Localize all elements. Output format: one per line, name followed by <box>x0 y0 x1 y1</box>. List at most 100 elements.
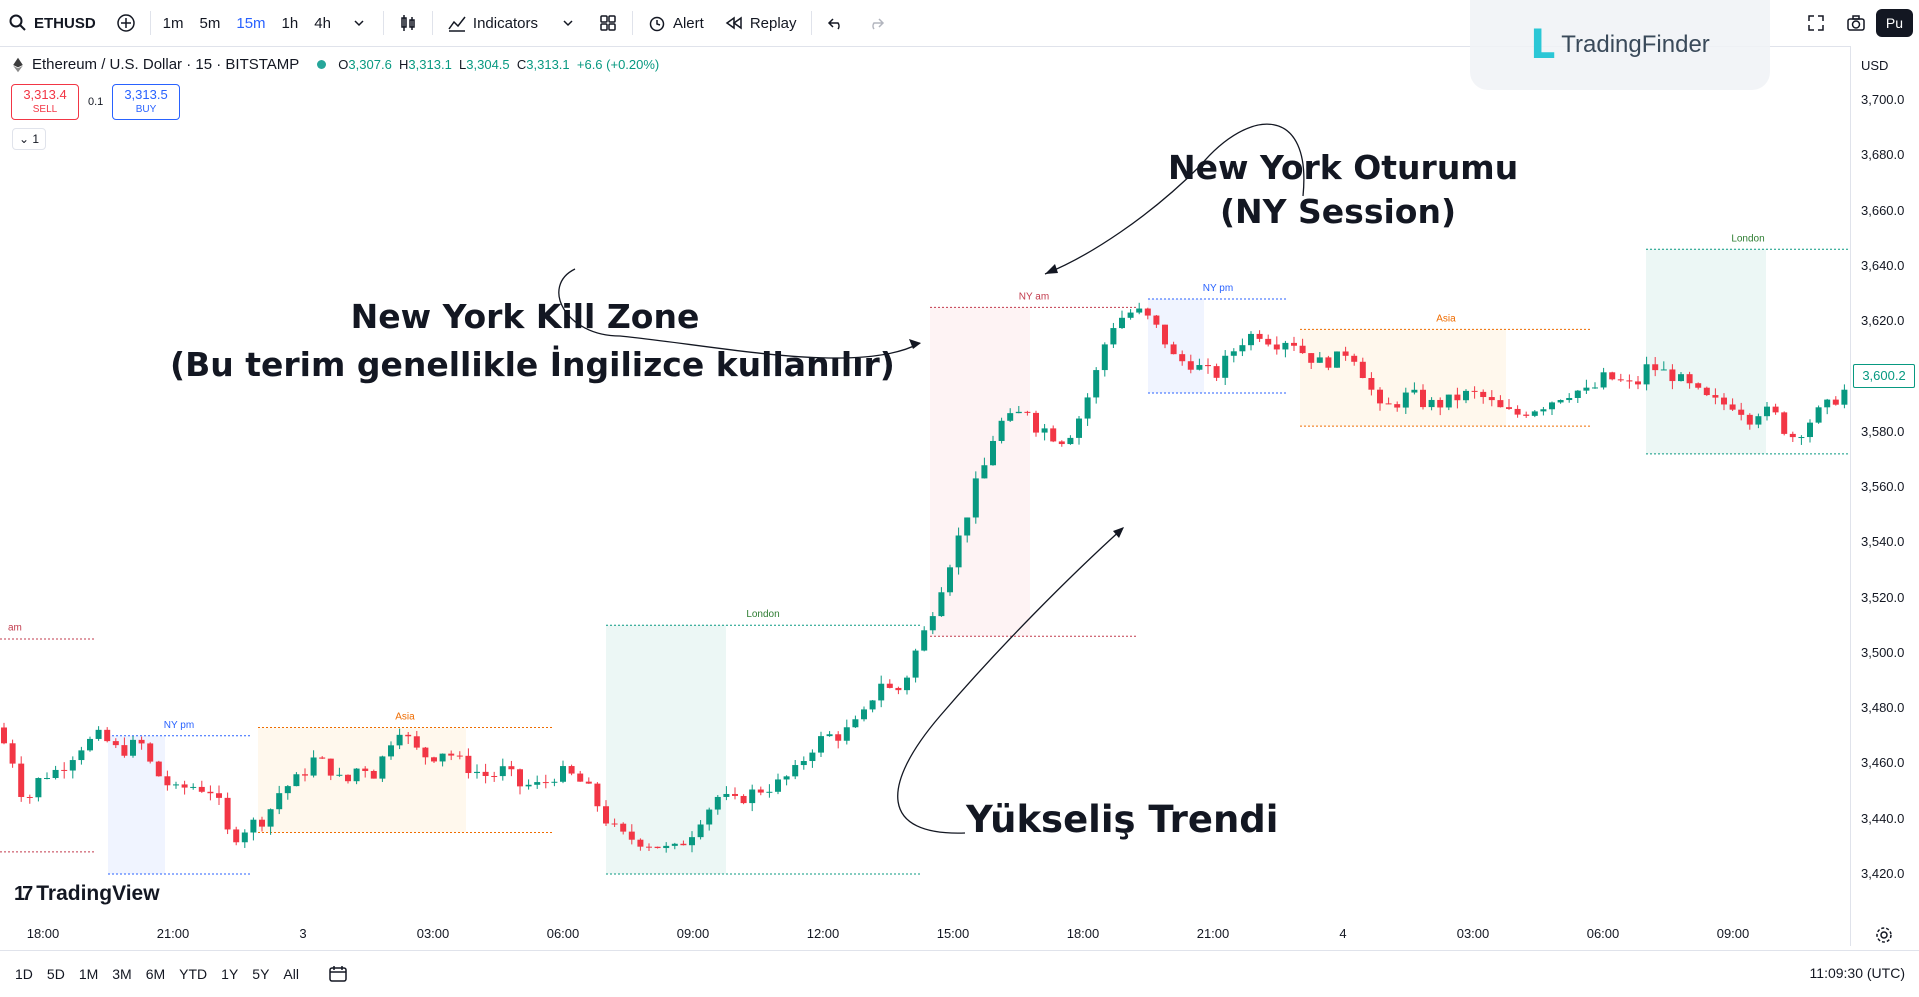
price-tick-label: 3,560.0 <box>1861 479 1905 494</box>
time-tick-label: 03:00 <box>416 926 450 941</box>
chart-legend: Ethereum / U.S. Dollar · 15 · BITSTAMP O… <box>10 56 659 73</box>
candle-body <box>155 761 162 777</box>
ohlc-values: O3,307.6 H3,313.1 L3,304.5 C3,313.1 +6.6… <box>338 57 660 72</box>
candle-body <box>1592 387 1598 389</box>
candle-body <box>456 755 463 757</box>
candle-body <box>1841 389 1848 405</box>
price-axis[interactable]: USD 3,700.0 3,680.0 3,660.0 3,640.0 3,620.0 3… <box>1850 46 1919 946</box>
range-all[interactable]: All <box>283 966 299 982</box>
buy-price: 3,313.5 <box>124 87 168 102</box>
session-label: am <box>8 623 22 634</box>
candle-body <box>835 734 842 741</box>
settings-gear-icon[interactable] <box>1874 925 1894 945</box>
range-5y[interactable]: 5Y <box>252 966 270 982</box>
candle-body <box>706 809 713 825</box>
timeframe-15m[interactable]: 15m <box>236 14 266 32</box>
candle-body <box>1127 312 1134 318</box>
symbol-search[interactable]: ETHUSD <box>0 0 106 46</box>
time-tick-label: 3 <box>299 926 307 941</box>
utc-clock[interactable]: 11:09:30 (UTC) <box>1809 965 1905 981</box>
snapshot-button[interactable] <box>1836 0 1876 46</box>
session-box <box>606 625 726 874</box>
candle-body <box>474 771 480 774</box>
range-5d[interactable]: 5D <box>46 966 65 982</box>
candle-body <box>482 771 489 777</box>
candle-body <box>61 769 68 771</box>
fullscreen-button[interactable] <box>1796 0 1836 46</box>
candle-body <box>104 729 111 742</box>
candle-body <box>955 535 962 568</box>
templates-button[interactable] <box>588 0 628 46</box>
candle-body <box>1058 441 1065 445</box>
candle-body <box>1764 406 1770 417</box>
candle-body <box>95 729 102 739</box>
trend-annotation: Yükseliş Trendi <box>966 798 1279 841</box>
range-1m[interactable]: 1M <box>78 966 99 982</box>
session-label: London <box>746 609 779 620</box>
chart-type-button[interactable] <box>388 0 428 46</box>
compare-button[interactable] <box>106 0 146 46</box>
open-value: 3,307.6 <box>348 57 392 72</box>
range-3m[interactable]: 3M <box>112 966 132 982</box>
candle-body <box>1316 357 1323 363</box>
collapse-indicators-button[interactable]: ⌄ 1 <box>12 128 46 150</box>
timeframe-5m[interactable]: 5m <box>199 14 221 32</box>
price-tick-label: 3,420.0 <box>1861 866 1905 881</box>
candle-body <box>422 747 429 758</box>
timeframe-4h[interactable]: 4h <box>314 14 331 32</box>
candle-body <box>130 739 136 756</box>
time-tick-label: 06:00 <box>546 926 580 941</box>
sell-button[interactable]: 3,313.4 SELL <box>11 84 79 120</box>
candle-body <box>517 769 523 787</box>
candle-body <box>1815 407 1822 423</box>
candle-body <box>921 630 928 651</box>
price-tick-label: 3,500.0 <box>1861 644 1905 660</box>
range-1y[interactable]: 1Y <box>221 966 239 982</box>
session-box <box>1646 249 1766 454</box>
candle-body <box>241 832 248 843</box>
indicator-count: 1 <box>32 132 40 146</box>
redo-button[interactable] <box>856 0 896 46</box>
time-axis[interactable]: 18:00 21:00 3 03:00 06:00 09:00 12:00 15:00 18:0… <box>0 920 1850 950</box>
high-value: 3,313.1 <box>408 57 452 72</box>
candle-body <box>1566 397 1573 401</box>
candle-body <box>198 786 205 792</box>
timeframe-1h[interactable]: 1h <box>281 14 299 32</box>
candle-body <box>577 773 584 782</box>
session-box <box>258 727 466 833</box>
candle-body <box>439 753 446 762</box>
go-to-date-icon[interactable] <box>328 964 348 984</box>
replay-button[interactable]: Replay <box>714 0 807 46</box>
currency-label[interactable]: USD <box>1861 58 1889 73</box>
sell-price: 3,313.4 <box>23 87 67 102</box>
order-quantity[interactable]: 0.1 <box>88 96 104 108</box>
range-ytd[interactable]: YTD <box>179 966 208 982</box>
indicators-button[interactable]: Indicators <box>437 0 548 46</box>
candle-body <box>1832 399 1839 405</box>
tradingfinder-brand: TradingFinder <box>1561 31 1710 58</box>
candle-body <box>1205 365 1211 367</box>
publish-button[interactable]: Pu <box>1875 9 1913 37</box>
alert-button[interactable]: Alert <box>637 0 714 46</box>
candle-body <box>775 779 781 792</box>
candle-body <box>826 734 833 737</box>
tradingview-logo[interactable]: 17 TradingView <box>14 882 160 906</box>
price-chart[interactable]: am NY pm Asia London NY am NY pm Asia London <box>0 46 1850 946</box>
range-1d[interactable]: 1D <box>15 966 33 982</box>
buy-button[interactable]: 3,313.5 BUY <box>112 84 180 120</box>
time-tick-label: 18:00 <box>26 926 60 941</box>
undo-button[interactable] <box>816 0 856 46</box>
candle-body <box>1678 374 1684 382</box>
candle-body <box>1480 391 1487 398</box>
symbol-title: Ethereum / U.S. Dollar · 15 · BITSTAMP <box>32 56 300 73</box>
range-6m[interactable]: 6M <box>145 966 166 982</box>
candle-body <box>1368 378 1375 390</box>
buy-label: BUY <box>135 104 157 115</box>
timeframe-dropdown[interactable] <box>339 0 379 46</box>
tradingview-logo-icon: 17 <box>14 882 33 905</box>
candle-body <box>792 765 799 777</box>
timeframe-1m[interactable]: 1m <box>162 14 184 32</box>
candle-body <box>112 741 119 746</box>
indicators-dropdown[interactable] <box>548 0 588 46</box>
candle-body <box>757 789 764 793</box>
